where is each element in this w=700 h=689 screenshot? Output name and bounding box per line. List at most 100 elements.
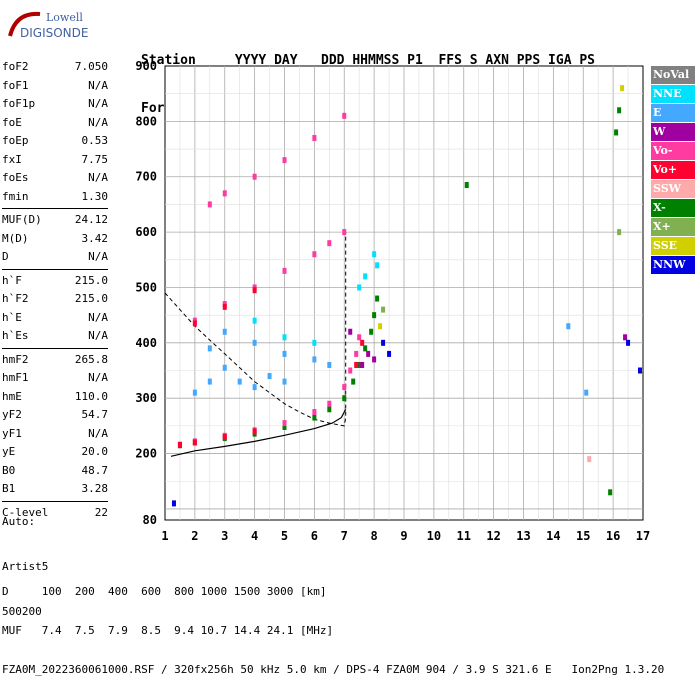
param-value: 110.0 (74, 389, 108, 403)
param-row: hmF2 265.8 (2, 351, 108, 370)
logo-line1: Lowell (46, 11, 83, 24)
header-label: P1 (407, 53, 439, 68)
echo-point (363, 345, 368, 352)
echo-point (360, 339, 365, 346)
echo-point (357, 361, 362, 368)
echo-point (623, 334, 628, 341)
header-label: YYYY (234, 53, 275, 68)
x-tick-label: 10 (427, 529, 441, 543)
echo-point (617, 229, 622, 236)
param-row: B1 3.28 (2, 480, 108, 499)
legend-item: NoVal (651, 66, 695, 84)
polarization-legend: NoVal NNE E W Vo- Vo+ SSW X- X+ SSE NNW (651, 66, 695, 275)
echo-point (192, 389, 197, 396)
param-value: 22 (94, 505, 108, 519)
x-tick-label: 13 (516, 529, 530, 543)
echo-point (207, 345, 212, 352)
echo-point (354, 350, 359, 357)
echo-point (372, 312, 377, 319)
echo-point (282, 334, 287, 341)
x-tick-label: 14 (546, 529, 560, 543)
echo-point (312, 339, 317, 346)
legend-item: SSW (651, 180, 695, 198)
echo-point (342, 112, 347, 119)
param-value: N/A (88, 115, 108, 129)
echo-point (267, 373, 272, 380)
header-label: Station (141, 53, 235, 68)
echo-point (608, 489, 613, 496)
param-row: foEs N/A (2, 169, 108, 188)
echo-point (620, 85, 625, 92)
echo-point (327, 400, 332, 407)
param-row: C-level 22 (2, 504, 108, 523)
footer-line1: D 100 200 400 600 800 1000 1500 3000 [km… (2, 585, 327, 598)
echo-point (366, 350, 371, 357)
echo-point (222, 190, 227, 197)
param-value: 215.0 (74, 292, 108, 305)
param-row: yF1 N/A (2, 425, 108, 444)
param-value: 1.30 (81, 189, 109, 203)
echo-point (312, 414, 317, 421)
legend-item: SSE (651, 237, 695, 255)
param-row: fmin 1.30 (2, 188, 108, 207)
echo-point (222, 328, 227, 335)
param-name: hmF2 (2, 352, 29, 366)
param-name: h`F2 (2, 292, 29, 305)
legend-item: NNW (651, 256, 695, 274)
param-name: yF2 (2, 408, 22, 421)
x-tick-label: 5 (281, 529, 288, 543)
x-tick-label: 15 (576, 529, 590, 543)
x-tick-label: 11 (457, 529, 471, 543)
y-tick-label: 800 (135, 114, 157, 128)
param-name: hmF1 (2, 371, 29, 384)
param-value: N/A (88, 329, 108, 342)
y-tick-label: 900 (135, 59, 157, 73)
param-name: M(D) (2, 231, 29, 245)
param-name: hmE (2, 389, 22, 403)
logo-line2: DIGISONDE (20, 26, 88, 40)
echo-point (381, 306, 386, 313)
param-value: 48.7 (81, 463, 109, 477)
param-value: N/A (88, 250, 108, 263)
param-row: B0 48.7 (2, 462, 108, 481)
param-row: foF1p N/A (2, 95, 108, 114)
echo-point (351, 378, 356, 385)
echo-point (381, 339, 386, 346)
param-value: N/A (88, 78, 108, 92)
echo-point (207, 201, 212, 208)
echo-point (617, 107, 622, 114)
echo-point (360, 361, 365, 368)
header-label: DAY (274, 53, 322, 68)
param-value: 215.0 (74, 273, 108, 287)
param-value: N/A (88, 426, 108, 440)
echo-point (282, 423, 287, 430)
header-labels-row: Station YYYY DAY DDD HHMMSS P1 FFS S AXN… (141, 53, 603, 69)
param-row: h`F 215.0 (2, 272, 108, 291)
header-label: IGA (548, 53, 580, 68)
echo-point (312, 134, 317, 141)
param-row: foE N/A (2, 114, 108, 133)
param-row: h`Es N/A (2, 327, 108, 346)
param-name: h`E (2, 310, 22, 324)
param-name: D (2, 250, 9, 263)
param-name: foF1p (2, 97, 36, 110)
param-row: h`F2 215.0 (2, 290, 108, 309)
echo-point (375, 295, 380, 302)
param-row: h`E N/A (2, 309, 108, 328)
param-name: yF1 (2, 426, 22, 440)
legend-item: X+ (651, 218, 695, 236)
param-name: fmin (2, 189, 29, 203)
header-label: PPS (516, 53, 549, 68)
echo-point (282, 157, 287, 164)
param-name: h`Es (2, 329, 29, 342)
echo-point (566, 323, 571, 330)
x-tick-label: 4 (251, 529, 258, 543)
param-value: 7.050 (74, 60, 108, 73)
echo-point (327, 240, 332, 247)
y-tick-label: 300 (135, 391, 157, 405)
legend-item: Vo+ (651, 161, 695, 179)
echo-point (192, 320, 197, 327)
param-value: 0.53 (81, 134, 109, 147)
param-value: N/A (88, 310, 108, 324)
param-row: foF1 N/A (2, 77, 108, 96)
